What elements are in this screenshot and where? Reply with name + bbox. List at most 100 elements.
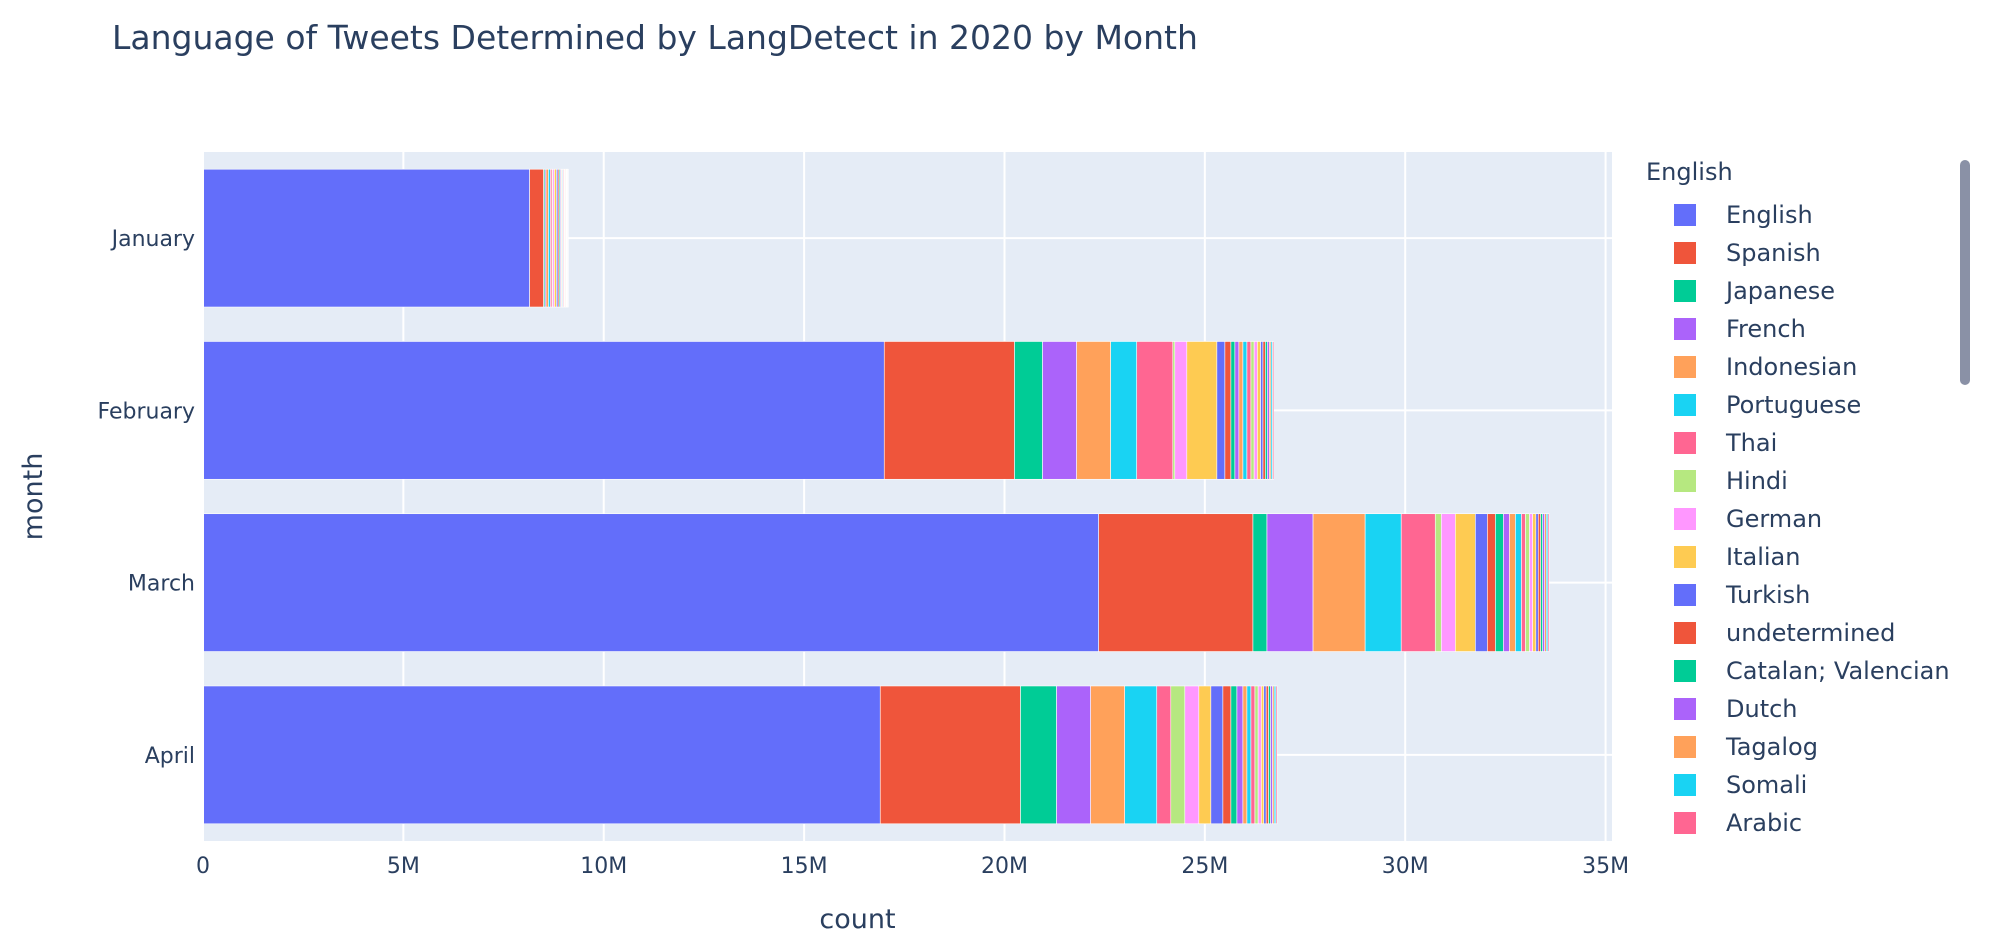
x-tick-label: 25M bbox=[1181, 854, 1228, 879]
legend-label: Tagalog bbox=[1726, 733, 1818, 761]
legend-item-english[interactable]: English bbox=[1646, 196, 1976, 234]
legend-label: Spanish bbox=[1726, 239, 1821, 267]
legend-item-spanish[interactable]: Spanish bbox=[1646, 234, 1976, 272]
bar-february-series-20 bbox=[1260, 341, 1264, 480]
bar-march-italian bbox=[1455, 513, 1476, 652]
legend-swatch bbox=[1674, 356, 1696, 378]
legend-items: English Spanish Japanese French Indonesian Po… bbox=[1646, 196, 1976, 842]
legend-swatch bbox=[1674, 470, 1696, 492]
legend-item-italian[interactable]: Italian bbox=[1646, 538, 1976, 576]
bar-february-series-19 bbox=[1257, 341, 1261, 480]
legend-label: English bbox=[1726, 201, 1813, 229]
bar-february-spanish bbox=[883, 341, 1015, 480]
legend-item-somali[interactable]: Somali bbox=[1646, 766, 1976, 804]
bar-april-portuguese bbox=[1124, 685, 1158, 825]
legend-item-tagalog[interactable]: Tagalog bbox=[1646, 728, 1976, 766]
bar-february-english bbox=[202, 341, 885, 480]
legend-scrollbar[interactable] bbox=[1960, 160, 1970, 385]
legend-item-portuguese[interactable]: Portuguese bbox=[1646, 386, 1976, 424]
bar-february-indonesian bbox=[1076, 341, 1111, 480]
bar-march-series-17 bbox=[1525, 513, 1530, 652]
legend-swatch bbox=[1674, 432, 1696, 454]
bar-april-somali bbox=[1246, 685, 1252, 825]
bar-march-series-22 bbox=[1540, 513, 1543, 652]
bar-february-somali bbox=[1242, 341, 1248, 480]
bar-february-hindi bbox=[1172, 341, 1176, 480]
bar-march-series-26 bbox=[1547, 513, 1550, 652]
bar-march-series-18 bbox=[1529, 513, 1533, 652]
y-axis-title: month bbox=[18, 453, 49, 541]
legend-item-undetermined[interactable]: undetermined bbox=[1646, 614, 1976, 652]
legend-label: Turkish bbox=[1726, 581, 1811, 609]
bar-february-dutch bbox=[1234, 341, 1240, 480]
legend-item-german[interactable]: German bbox=[1646, 500, 1976, 538]
bar-february-series-17 bbox=[1250, 341, 1255, 480]
legend-label: Portuguese bbox=[1726, 391, 1862, 419]
x-tick-label: 35M bbox=[1582, 854, 1629, 879]
legend-label: Thai bbox=[1726, 429, 1778, 457]
bar-april-undetermined bbox=[1222, 685, 1232, 825]
bar-march-tagalog bbox=[1509, 513, 1516, 652]
legend-label: Italian bbox=[1726, 543, 1801, 571]
bar-february-turkish bbox=[1216, 341, 1226, 480]
legend-swatch bbox=[1674, 698, 1696, 720]
x-axis-title: count bbox=[819, 904, 895, 935]
bar-february-italian bbox=[1186, 341, 1218, 480]
y-tick-label: March bbox=[128, 572, 195, 597]
legend-item-french[interactable]: French bbox=[1646, 310, 1976, 348]
bar-march-series-23 bbox=[1542, 513, 1545, 652]
bar-april-series-23 bbox=[1270, 685, 1273, 825]
legend-swatch bbox=[1674, 812, 1696, 834]
bar-march-turkish bbox=[1475, 513, 1488, 652]
bar-april-german bbox=[1184, 685, 1200, 825]
legend-item-dutch[interactable]: Dutch bbox=[1646, 690, 1976, 728]
legend-swatch bbox=[1674, 622, 1696, 644]
legend-label: Hindi bbox=[1726, 467, 1788, 495]
bar-april-italian bbox=[1198, 685, 1212, 825]
bar-march-arabic bbox=[1521, 513, 1526, 652]
bar-april-series-19 bbox=[1261, 685, 1265, 825]
y-tick-label: February bbox=[98, 399, 196, 424]
legend: English English Spanish Japanese French Indo… bbox=[1646, 158, 1976, 842]
bar-march-catalan-valencian bbox=[1495, 513, 1504, 652]
bar-march-japanese bbox=[1252, 513, 1268, 652]
legend-item-turkish[interactable]: Turkish bbox=[1646, 576, 1976, 614]
bar-january-italian bbox=[554, 168, 557, 308]
legend-item-catalan-valencian[interactable]: Catalan; Valencian bbox=[1646, 652, 1976, 690]
bar-march-somali bbox=[1515, 513, 1522, 652]
bar-february-series-22 bbox=[1265, 341, 1268, 480]
bar-february-series-21 bbox=[1262, 341, 1266, 480]
legend-item-indonesian[interactable]: Indonesian bbox=[1646, 348, 1976, 386]
bar-january-portuguese bbox=[548, 168, 551, 308]
bar-april-french bbox=[1056, 685, 1091, 825]
bar-march-thai bbox=[1400, 513, 1436, 652]
x-tick-label: 10M bbox=[580, 854, 627, 879]
legend-label: Japanese bbox=[1726, 277, 1835, 305]
x-tick-label: 20M bbox=[981, 854, 1028, 879]
legend-item-hindi[interactable]: Hindi bbox=[1646, 462, 1976, 500]
legend-label: Arabic bbox=[1726, 809, 1803, 837]
y-tick-label: January bbox=[110, 227, 195, 252]
legend-swatch bbox=[1674, 774, 1696, 796]
bar-april-turkish bbox=[1210, 685, 1224, 825]
bar-april-japanese bbox=[1020, 685, 1057, 825]
bar-february-portuguese bbox=[1110, 341, 1138, 480]
legend-label: Dutch bbox=[1726, 695, 1798, 723]
legend-swatch bbox=[1674, 508, 1696, 530]
bar-january-spanish bbox=[529, 168, 544, 308]
bar-april-arabic bbox=[1250, 685, 1256, 825]
legend-item-thai[interactable]: Thai bbox=[1646, 424, 1976, 462]
bar-january-english bbox=[202, 168, 530, 308]
x-tick-label: 0 bbox=[196, 854, 210, 879]
x-tick-label: 30M bbox=[1382, 854, 1429, 879]
x-tick-label: 5M bbox=[387, 854, 420, 879]
chart-title: Language of Tweets Determined by LangDet… bbox=[112, 18, 1198, 57]
bar-march-dutch bbox=[1503, 513, 1510, 652]
bar-march-series-21 bbox=[1537, 513, 1541, 652]
legend-swatch bbox=[1674, 584, 1696, 606]
legend-label: Catalan; Valencian bbox=[1726, 657, 1950, 685]
legend-swatch bbox=[1674, 242, 1696, 264]
legend-item-japanese[interactable]: Japanese bbox=[1646, 272, 1976, 310]
legend-item-arabic[interactable]: Arabic bbox=[1646, 804, 1976, 842]
